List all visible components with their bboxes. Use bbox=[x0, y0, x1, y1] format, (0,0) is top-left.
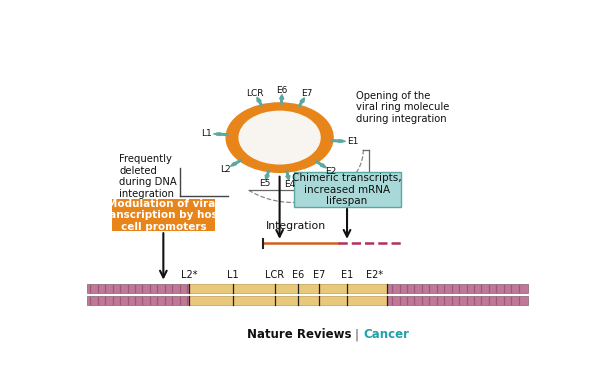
Bar bbox=[86, 284, 189, 293]
Polygon shape bbox=[280, 94, 284, 99]
Text: E7: E7 bbox=[301, 89, 313, 98]
Text: E4: E4 bbox=[284, 180, 295, 189]
Bar bbox=[386, 284, 529, 293]
Polygon shape bbox=[214, 133, 220, 136]
Text: |: | bbox=[354, 328, 358, 341]
Text: E7: E7 bbox=[313, 270, 325, 280]
Bar bbox=[189, 296, 386, 305]
Text: E2: E2 bbox=[326, 167, 337, 176]
FancyBboxPatch shape bbox=[293, 172, 401, 207]
Text: Frequently
deleted
during DNA
integration: Frequently deleted during DNA integratio… bbox=[119, 154, 177, 199]
Bar bbox=[86, 296, 189, 305]
Text: Modulation of viral
transcription by host-
cell promoters: Modulation of viral transcription by hos… bbox=[100, 199, 227, 232]
Polygon shape bbox=[257, 97, 261, 102]
Text: E5: E5 bbox=[259, 180, 270, 189]
Text: E1: E1 bbox=[341, 270, 353, 280]
Polygon shape bbox=[300, 98, 304, 102]
Text: E6: E6 bbox=[292, 270, 304, 280]
Polygon shape bbox=[320, 164, 326, 168]
Bar bbox=[189, 284, 386, 293]
Polygon shape bbox=[286, 176, 290, 180]
Text: L1: L1 bbox=[227, 270, 239, 280]
Text: L2*: L2* bbox=[181, 270, 197, 280]
Polygon shape bbox=[265, 175, 269, 180]
Text: Opening of the
viral ring molecule
during integration: Opening of the viral ring molecule durin… bbox=[356, 91, 450, 124]
Text: E6: E6 bbox=[277, 86, 288, 95]
Bar bbox=[386, 296, 529, 305]
Circle shape bbox=[226, 103, 333, 172]
Circle shape bbox=[239, 111, 320, 164]
Text: L1: L1 bbox=[202, 129, 212, 138]
Polygon shape bbox=[339, 140, 346, 142]
Text: Integration: Integration bbox=[266, 221, 326, 231]
Text: Cancer: Cancer bbox=[364, 328, 409, 341]
Text: Nature Reviews: Nature Reviews bbox=[247, 328, 352, 341]
Text: LCR: LCR bbox=[265, 270, 284, 280]
Text: LCR: LCR bbox=[246, 89, 263, 98]
Text: Chimeric transcripts,
increased mRNA
lifespan: Chimeric transcripts, increased mRNA lif… bbox=[292, 173, 402, 206]
Polygon shape bbox=[230, 162, 237, 166]
Text: E1: E1 bbox=[347, 137, 358, 146]
Text: E2*: E2* bbox=[367, 270, 383, 280]
FancyBboxPatch shape bbox=[112, 200, 215, 231]
Text: L2: L2 bbox=[220, 165, 230, 174]
